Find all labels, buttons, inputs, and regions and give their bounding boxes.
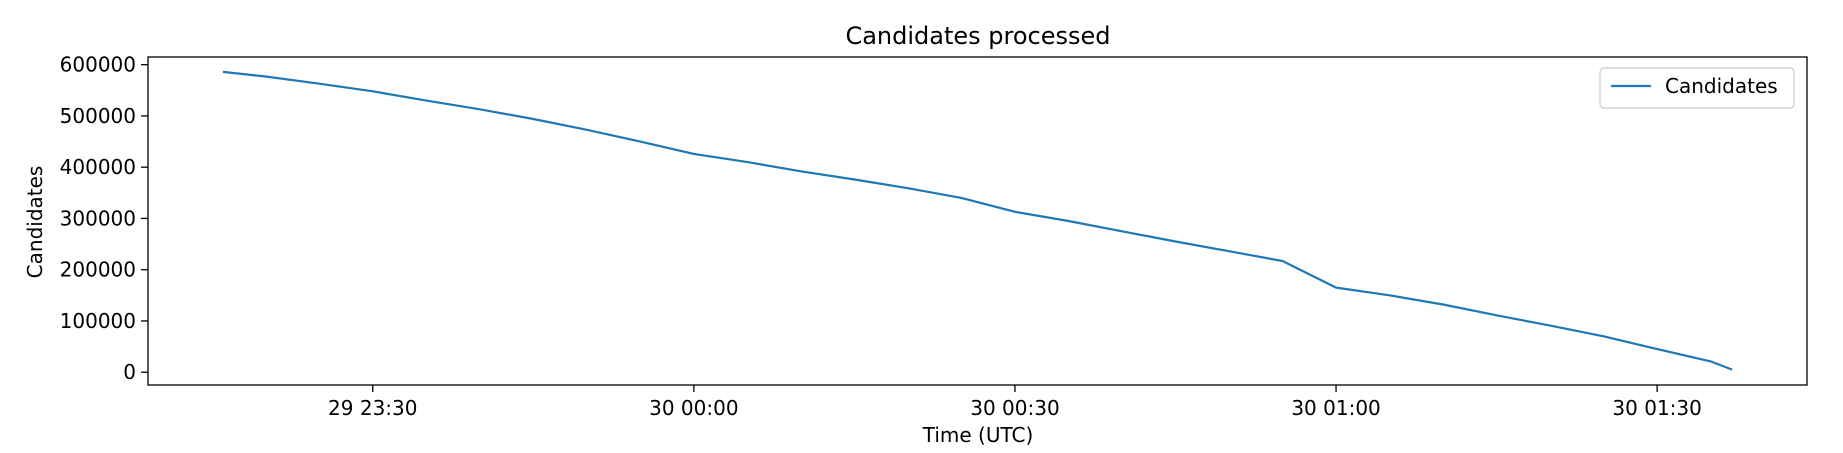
legend: Candidates <box>1599 67 1795 109</box>
y-tick-label: 100000 <box>60 309 136 333</box>
y-tick-label: 300000 <box>60 206 136 230</box>
x-tick-label: 29 23:30 <box>328 396 417 420</box>
y-tick-label: 500000 <box>60 104 136 128</box>
x-axis-label: Time (UTC) <box>922 423 1034 447</box>
x-tick-label: 30 00:30 <box>970 396 1059 420</box>
axis-ticks: 29 23:30 30 00:00 30 00:30 30 01:00 30 01:30… <box>60 53 1702 420</box>
series-layer <box>222 70 1733 371</box>
legend-label: Candidates <box>1665 74 1778 98</box>
y-tick-label: 200000 <box>60 258 136 282</box>
chart-title: Candidates processed <box>845 22 1110 50</box>
legend-box <box>1599 67 1795 109</box>
series-line-candidates <box>222 70 1733 371</box>
y-axis-label: Candidates <box>23 166 47 279</box>
y-tick-label: 400000 <box>60 155 136 179</box>
y-tick-label: 600000 <box>60 53 136 77</box>
y-tick-label: 0 <box>123 360 136 384</box>
x-tick-label: 30 01:00 <box>1291 396 1380 420</box>
x-tick-label: 30 01:30 <box>1612 396 1701 420</box>
plot-frame <box>147 56 1808 386</box>
x-tick-label: 30 00:00 <box>649 396 738 420</box>
